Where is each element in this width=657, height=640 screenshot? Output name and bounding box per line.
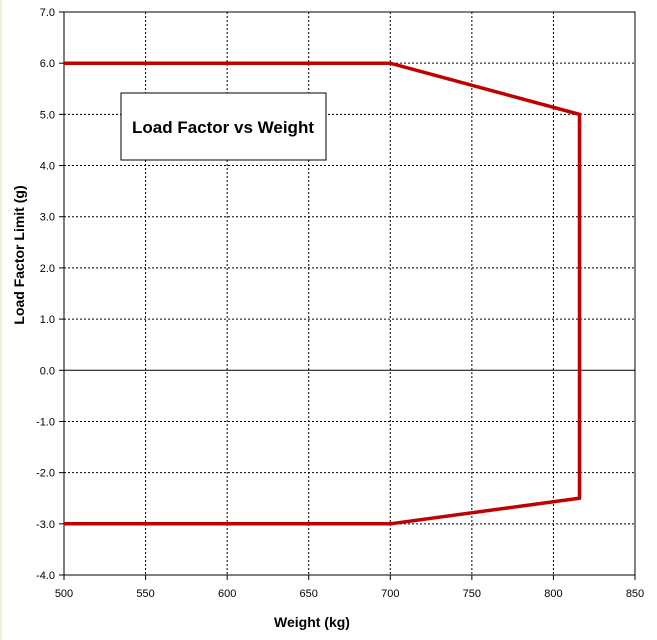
series-group (64, 61, 582, 526)
x-tick-label: 500 (55, 588, 73, 600)
chart-title: Load Factor vs Weight (132, 118, 314, 137)
x-tick-label: 550 (136, 588, 154, 600)
tick-marks (59, 11, 636, 580)
x-axis-title: Weight (kg) (274, 614, 350, 630)
x-tick-label: 600 (218, 588, 236, 600)
y-tick-label: 1.0 (40, 314, 55, 326)
y-tick-label: -2.0 (36, 468, 55, 480)
title-box-border (120, 92, 327, 161)
y-tick-label: -1.0 (36, 416, 55, 428)
y-axis-title: Load Factor Limit (g) (11, 185, 27, 324)
x-tick-label: 650 (300, 588, 318, 600)
y-tick-label: 6.0 (40, 58, 55, 70)
y-tick-labels: 7.0 6.0 5.0 4.0 3.0 2.0 1.0 0.0 -1.0 -2.0 -3.0 -4.0 (36, 7, 55, 582)
chart-title-box: Load Factor vs Weight (120, 92, 327, 161)
y-tick-label: -3.0 (36, 519, 55, 531)
y-tick-label: 7.0 (40, 7, 55, 19)
y-tick-label: -4.0 (36, 570, 55, 582)
y-tick-label: 0.0 (40, 365, 55, 377)
y-tick-label: 5.0 (40, 109, 55, 121)
x-tick-label: 750 (463, 588, 481, 600)
series-line (64, 61, 582, 526)
y-tick-label: 2.0 (40, 263, 55, 275)
frame-edge (0, 0, 2, 640)
x-tick-label: 700 (381, 588, 399, 600)
x-tick-label: 850 (626, 588, 644, 600)
x-tick-labels: 500 550 600 650 700 750 800 850 (55, 588, 644, 600)
y-tick-label: 4.0 (40, 161, 55, 173)
x-tick-label: 800 (544, 588, 562, 600)
y-tick-label: 3.0 (40, 212, 55, 224)
